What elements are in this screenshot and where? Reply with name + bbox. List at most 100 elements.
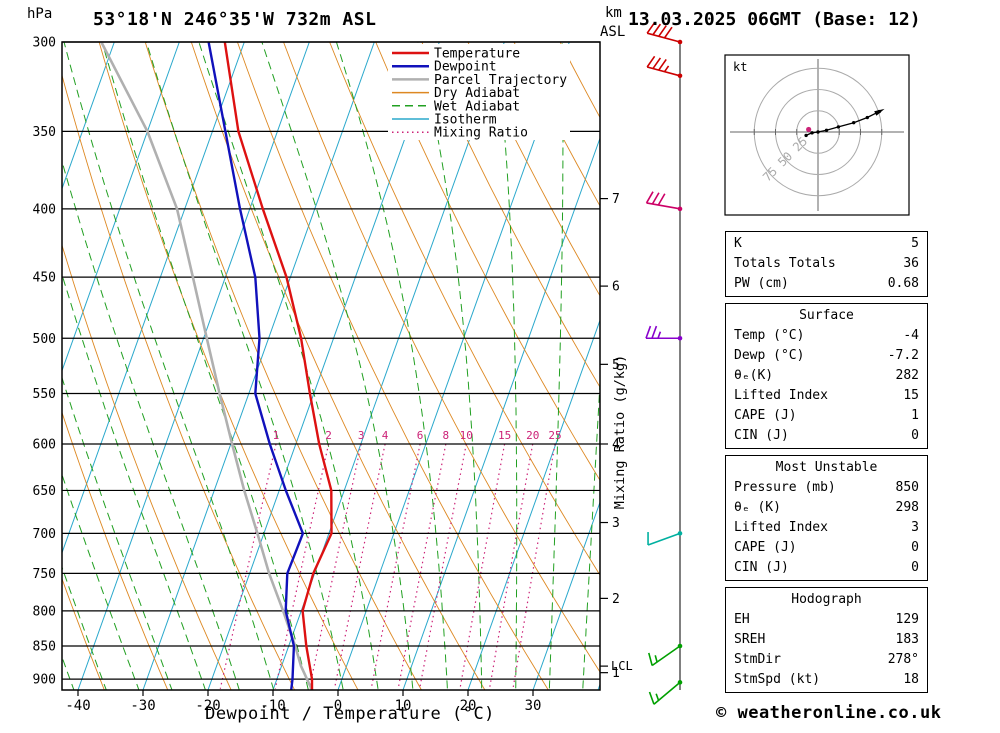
table-row: SREH 183 [726, 630, 927, 650]
temperature-curve [223, 42, 333, 690]
table-row-value: 278° [887, 652, 919, 667]
table-row: Dewp (°C) -7.2 [726, 346, 927, 366]
lcl-label: LCL [611, 659, 633, 673]
table-row: PW (cm) 0.68 [726, 274, 927, 294]
table-row-value: 3 [911, 520, 919, 535]
svg-text:25: 25 [548, 429, 561, 442]
table-row: Lifted Index 15 [726, 386, 927, 406]
table-row: StmSpd (kt) 18 [726, 670, 927, 690]
table-row: θₑ(K) 282 [726, 366, 927, 386]
legend-label: Dry Adiabat [434, 86, 520, 101]
svg-text:2: 2 [612, 592, 620, 607]
pressure-tick-label: 500 [33, 332, 56, 347]
svg-text:6: 6 [417, 429, 424, 442]
table-row-label: EH [734, 612, 750, 627]
table-row-value: -7.2 [887, 348, 919, 363]
table-row-label: K [734, 236, 742, 251]
table-row-value: 298 [895, 500, 919, 515]
table-row-label: θₑ (K) [734, 500, 781, 515]
temperature-ticks: -40 -30 -20 -10 0 10 20 30 [65, 690, 541, 714]
legend-label: Temperature [434, 47, 520, 62]
pressure-tick-label: 300 [33, 36, 56, 51]
legend-label: Mixing Ratio [434, 126, 528, 141]
svg-text:4: 4 [612, 437, 620, 452]
table-row-label: CIN (J) [734, 428, 789, 443]
chart-border [61, 41, 601, 691]
table-row: Temp (°C) -4 [726, 326, 927, 346]
pressure-unit-label: hPa [27, 6, 53, 22]
table-section: K 5 Totals Totals 36 PW (cm) 0.68 [725, 231, 928, 297]
svg-text:20: 20 [460, 698, 477, 714]
hodograph-arrow [874, 108, 885, 116]
table-row: CAPE (J) 1 [726, 406, 927, 426]
svg-text:30: 30 [525, 698, 542, 714]
pressure-tick-label: 900 [33, 673, 56, 688]
wind-barb [648, 680, 683, 705]
isotherm-lines [62, 42, 600, 690]
table-row-label: StmSpd (kt) [734, 672, 821, 687]
pressure-tick-label: 700 [33, 527, 56, 542]
table-row-value: 0 [911, 540, 919, 555]
storm-motion-dot [806, 126, 812, 133]
svg-text:15: 15 [498, 429, 511, 442]
table-row-label: CAPE (J) [734, 540, 797, 555]
svg-text:10: 10 [395, 698, 412, 714]
table-row: StmDir 278° [726, 650, 927, 670]
svg-text:1: 1 [612, 666, 620, 681]
wind-barb [646, 22, 683, 45]
table-row-label: Totals Totals [734, 256, 836, 271]
table-row-label: θₑ(K) [734, 368, 774, 383]
svg-text:10: 10 [460, 429, 473, 442]
svg-text:5: 5 [612, 358, 620, 373]
table-row-label: Pressure (mb) [734, 480, 836, 495]
table-row: Totals Totals 36 [726, 254, 927, 274]
table-row-value: 1 [911, 408, 919, 423]
km-unit-label: km [605, 5, 622, 21]
table-row-value: -4 [903, 328, 919, 343]
table-row-value: 183 [895, 632, 919, 647]
svg-text:1: 1 [273, 429, 280, 442]
pressure-tick-label: 850 [33, 639, 56, 654]
table-row-value: 282 [895, 368, 919, 383]
pressure-tick-label: 600 [33, 437, 56, 452]
indices-table: K 5 Totals Totals 36 PW (cm) 0.68 Surface Temp … [725, 231, 928, 699]
asl-unit-label: ASL [600, 24, 626, 40]
pressure-tick-label: 750 [33, 567, 56, 582]
table-row-value: 0 [911, 428, 919, 443]
sounding-profiles [100, 42, 333, 690]
svg-text:3: 3 [358, 429, 365, 442]
station-title: 53°18'N 246°35'W 732m ASL [93, 9, 377, 30]
table-row-label: CIN (J) [734, 560, 789, 575]
table-row-value: 0.68 [887, 276, 919, 291]
pressure-tick-label: 800 [33, 604, 56, 619]
dewpoint-curve [207, 42, 305, 690]
pressure-tick-label: 450 [33, 271, 56, 286]
legend-label: Dewpoint [434, 60, 497, 75]
table-section-title: Hodograph [791, 592, 862, 607]
table-row-value: 5 [911, 236, 919, 251]
svg-text:20: 20 [526, 429, 539, 442]
table-row-label: Lifted Index [734, 520, 828, 535]
mixing-ratio-axis-label: Mixing Ratio (g/kg) [612, 355, 628, 509]
mixing-ratio-labels: 1 2 3 4 6 8 10 15 20 25 [273, 429, 562, 442]
svg-text:2: 2 [325, 429, 332, 442]
svg-text:-20: -20 [195, 698, 220, 714]
pressure-tick-label: 550 [33, 387, 56, 402]
legend-label: Isotherm [434, 113, 497, 128]
table-row: CIN (J) 0 [726, 426, 927, 446]
table-section: Most Unstable Pressure (mb) 850 θₑ (K) 298 Li… [725, 455, 928, 581]
table-row-value: 36 [903, 256, 919, 271]
wind-barb [648, 643, 683, 667]
svg-text:4: 4 [382, 429, 389, 442]
pressure-tick-label: 350 [33, 125, 56, 140]
table-row-value: 18 [903, 672, 919, 687]
table-row-label: Lifted Index [734, 388, 828, 403]
hodograph-unit-label: kt [733, 60, 747, 74]
temperature-axis-label: Dewpoint / Temperature (°C) [205, 704, 495, 724]
